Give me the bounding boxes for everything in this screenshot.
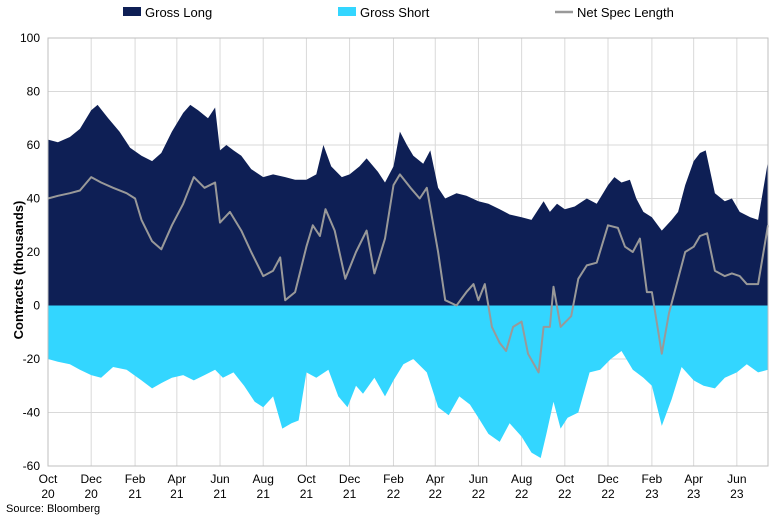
y-tick-label: -40 xyxy=(23,406,41,420)
x-tick-label-year: 22 xyxy=(558,487,572,501)
x-tick-label-year: 22 xyxy=(515,487,529,501)
y-tick-label: 80 xyxy=(27,85,41,99)
x-tick-label: Dec xyxy=(339,472,360,486)
x-tick-label-year: 22 xyxy=(601,487,615,501)
x-tick-label: Jun xyxy=(727,472,746,486)
series-areas xyxy=(48,104,768,458)
y-axis-label: Contracts (thousands) xyxy=(11,201,26,340)
area-series-1 xyxy=(48,305,768,458)
x-tick-label-year: 23 xyxy=(730,487,744,501)
x-tick-label: Aug xyxy=(253,472,274,486)
x-tick-label-year: 21 xyxy=(343,487,357,501)
line-series-2 xyxy=(47,173,769,374)
x-tick-label-year: 21 xyxy=(257,487,271,501)
legend-label: Net Spec Length xyxy=(577,5,674,20)
y-tick-label: 40 xyxy=(27,192,41,206)
y-tick-label: 60 xyxy=(27,138,41,152)
x-tick-label: Oct xyxy=(297,472,316,486)
x-tick-label-year: 21 xyxy=(300,487,314,501)
y-tick-label: 20 xyxy=(27,245,41,259)
x-tick-label-year: 21 xyxy=(213,487,227,501)
x-tick-label: Feb xyxy=(125,472,146,486)
axes: 100806040200-20-40-60Oct20Dec20Feb21Apr2… xyxy=(20,31,769,501)
x-tick-label-year: 20 xyxy=(41,487,55,501)
y-tick-label: -20 xyxy=(23,352,41,366)
x-tick-label: Feb xyxy=(383,472,404,486)
y-tick-label: 100 xyxy=(20,31,40,45)
series-lines xyxy=(47,173,769,374)
x-tick-label: Apr xyxy=(426,472,445,486)
x-tick-label-year: 21 xyxy=(170,487,184,501)
area-series-0 xyxy=(48,104,768,306)
x-tick-label-year: 22 xyxy=(429,487,443,501)
y-tick-label: -60 xyxy=(23,459,41,473)
x-tick-label: Oct xyxy=(39,472,58,486)
x-tick-label-year: 21 xyxy=(128,487,142,501)
source-note: Source: Bloomberg xyxy=(6,503,101,515)
x-tick-label: Apr xyxy=(168,472,187,486)
x-tick-label: Oct xyxy=(555,472,574,486)
x-tick-label-year: 23 xyxy=(645,487,659,501)
legend-label: Gross Long xyxy=(145,5,212,20)
plot-frame xyxy=(47,37,769,467)
x-tick-label-year: 23 xyxy=(687,487,701,501)
x-tick-label: Feb xyxy=(642,472,663,486)
y-tick-label: 0 xyxy=(33,299,40,313)
x-tick-label-year: 22 xyxy=(387,487,401,501)
x-tick-label: Apr xyxy=(684,472,703,486)
x-tick-label: Jun xyxy=(210,472,229,486)
x-tick-label-year: 22 xyxy=(472,487,486,501)
x-tick-label: Jun xyxy=(469,472,488,486)
legend-swatch xyxy=(123,7,141,16)
x-tick-label: Aug xyxy=(511,472,532,486)
x-tick-label: Dec xyxy=(597,472,618,486)
x-tick-label-year: 20 xyxy=(85,487,99,501)
x-tick-label: Dec xyxy=(81,472,102,486)
legend-label: Gross Short xyxy=(360,5,430,20)
legend: Gross Long Gross Short Net Spec Length xyxy=(123,5,674,20)
legend-swatch xyxy=(338,7,356,16)
